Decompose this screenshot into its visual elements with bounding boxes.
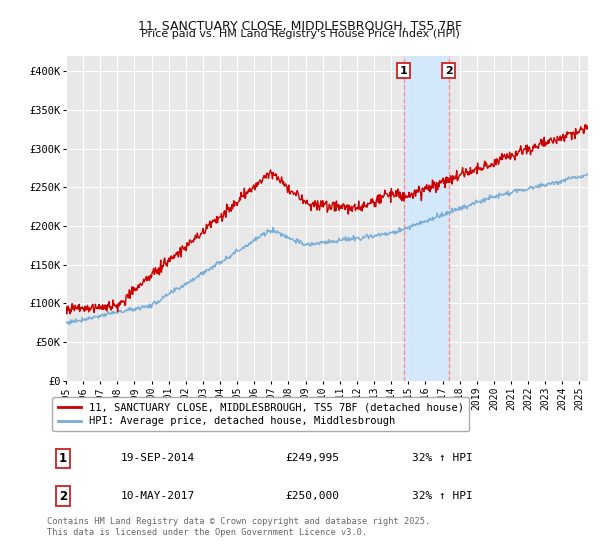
Legend: 11, SANCTUARY CLOSE, MIDDLESBROUGH, TS5 7BF (detached house), HPI: Average price: 11, SANCTUARY CLOSE, MIDDLESBROUGH, TS5 … [52,398,469,431]
Text: 10-MAY-2017: 10-MAY-2017 [121,491,196,501]
Text: Contains HM Land Registry data © Crown copyright and database right 2025.
This d: Contains HM Land Registry data © Crown c… [47,517,431,537]
Text: 2: 2 [59,490,67,503]
Text: 32% ↑ HPI: 32% ↑ HPI [412,454,472,464]
Text: 19-SEP-2014: 19-SEP-2014 [121,454,196,464]
Text: Price paid vs. HM Land Registry's House Price Index (HPI): Price paid vs. HM Land Registry's House … [140,29,460,39]
Text: 1: 1 [400,66,407,76]
Text: 32% ↑ HPI: 32% ↑ HPI [412,491,472,501]
Bar [404,56,449,381]
Text: 11, SANCTUARY CLOSE, MIDDLESBROUGH, TS5 7BF: 11, SANCTUARY CLOSE, MIDDLESBROUGH, TS5 … [138,20,462,32]
Text: 1: 1 [59,452,67,465]
Text: 2: 2 [445,66,452,76]
Text: £250,000: £250,000 [285,491,339,501]
Text: £249,995: £249,995 [285,454,339,464]
